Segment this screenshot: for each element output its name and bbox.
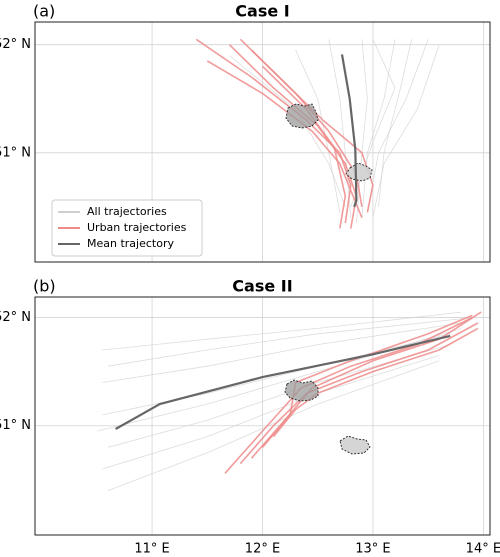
city-outline [339, 435, 371, 455]
trajectory [107, 317, 473, 367]
trajectory [102, 322, 462, 383]
trajectory [367, 39, 429, 213]
x-tick-label: 14° E [466, 542, 500, 557]
axes-frame [34, 21, 491, 263]
trajectory [250, 311, 482, 459]
trajectory [261, 65, 347, 229]
trajectory [378, 39, 412, 207]
trajectory [96, 328, 462, 432]
trajectory [206, 60, 363, 219]
trajectory [229, 55, 346, 208]
x-tick-label: 11° E [134, 542, 169, 557]
panel-label: (a) [33, 2, 55, 21]
trajectory [107, 360, 440, 491]
legend-label: All trajectories [87, 205, 167, 218]
trajectory [102, 311, 462, 351]
axes-frame [34, 296, 491, 536]
trajectory [102, 355, 440, 470]
city-outline [345, 162, 373, 182]
trajectory [272, 327, 479, 438]
panel-title: Case II [232, 277, 292, 296]
city-outline [284, 379, 319, 402]
trajectory [356, 39, 368, 224]
trajectory [239, 38, 374, 213]
y-tick-label: 51° N [0, 418, 31, 433]
y-tick-label: 52° N [0, 310, 31, 325]
trajectory [107, 344, 451, 448]
panel-title: Case I [235, 2, 289, 21]
city-outline [285, 103, 319, 129]
trajectory [361, 39, 396, 218]
trajectory [261, 314, 473, 448]
trajectory [340, 54, 358, 208]
x-tick-label: 13° E [355, 542, 390, 557]
trajectory [239, 322, 479, 465]
y-tick-label: 52° N [0, 37, 31, 52]
panel-label: (b) [33, 277, 56, 296]
y-tick-label: 51° N [0, 145, 31, 160]
legend-label: Mean trajectory [87, 237, 174, 250]
legend-box [51, 199, 203, 257]
trajectory [195, 38, 352, 224]
legend-label: Urban trajectories [87, 221, 187, 234]
panel-a: (a) Case I 51° N 52° N All trajectories Urban… [0, 2, 491, 263]
trajectory [372, 44, 440, 218]
trajectory [115, 334, 451, 430]
panel-b: (b) Case II 11° E 12° E 13° E 14° E 51° N 52° N [0, 277, 500, 557]
trajectory [224, 316, 473, 474]
x-tick-label: 12° E [245, 542, 280, 557]
